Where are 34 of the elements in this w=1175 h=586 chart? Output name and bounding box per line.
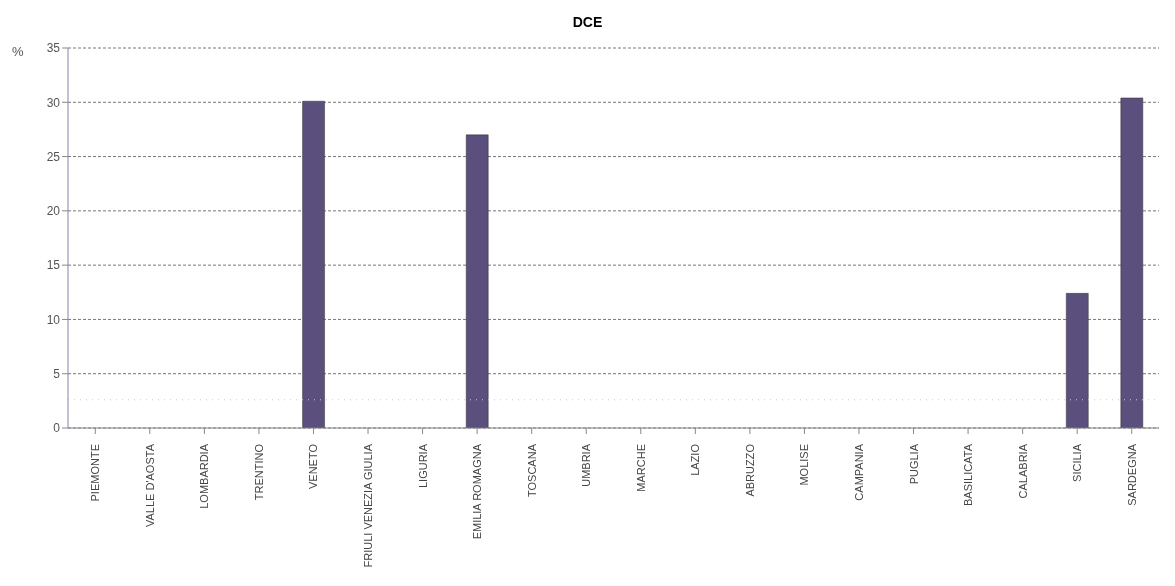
- y-tick-label: 15: [46, 258, 61, 273]
- x-tick-label: LAZIO: [689, 443, 702, 476]
- x-tick-label: PUGLIA: [907, 443, 920, 485]
- x-tick-label: TOSCANA: [525, 443, 538, 497]
- x-tick-label: CALABRIA: [1016, 443, 1029, 499]
- y-tick-label: 0: [53, 421, 61, 436]
- x-tick-label: ABRUZZO: [743, 443, 756, 497]
- bar: [465, 134, 489, 428]
- x-tick-label: PIEMONTE: [89, 444, 102, 502]
- x-tick-label: FRIULI VENEZIA GIULIA: [362, 443, 375, 568]
- x-tick-label: MARCHE: [634, 444, 647, 492]
- x-tick-label: EMILIA ROMAGNA: [471, 443, 484, 540]
- x-tick-label: SICILIA: [1071, 443, 1084, 482]
- x-tick-label: CAMPANIA: [852, 443, 865, 501]
- x-tick-label: TRENTINO: [252, 443, 265, 501]
- y-tick-label: 5: [53, 366, 61, 381]
- bar: [302, 100, 325, 428]
- x-tick-label: UMBRIA: [580, 443, 593, 487]
- x-tick-label: VENETO: [307, 443, 320, 490]
- y-tick-label: 10: [46, 312, 61, 327]
- y-tick-label: 30: [46, 95, 61, 110]
- y-tick-label: 20: [46, 204, 61, 219]
- x-tick-label: MOLISE: [798, 444, 811, 486]
- x-tick-label: LIGURIA: [416, 443, 429, 489]
- chart-title: DCE: [571, 14, 604, 30]
- x-tick-label: SARDEGNA: [1125, 443, 1138, 506]
- y-axis-title: %: [12, 44, 24, 59]
- x-tick-label: BASILICATA: [962, 443, 975, 506]
- y-tick-label: 25: [46, 149, 61, 164]
- x-tick-label: VALLE D'AOSTA: [143, 443, 156, 527]
- bar: [1066, 293, 1089, 428]
- bar: [1120, 97, 1144, 428]
- x-tick-label: LOMBARDIA: [198, 443, 211, 509]
- y-tick-label: 35: [46, 41, 61, 56]
